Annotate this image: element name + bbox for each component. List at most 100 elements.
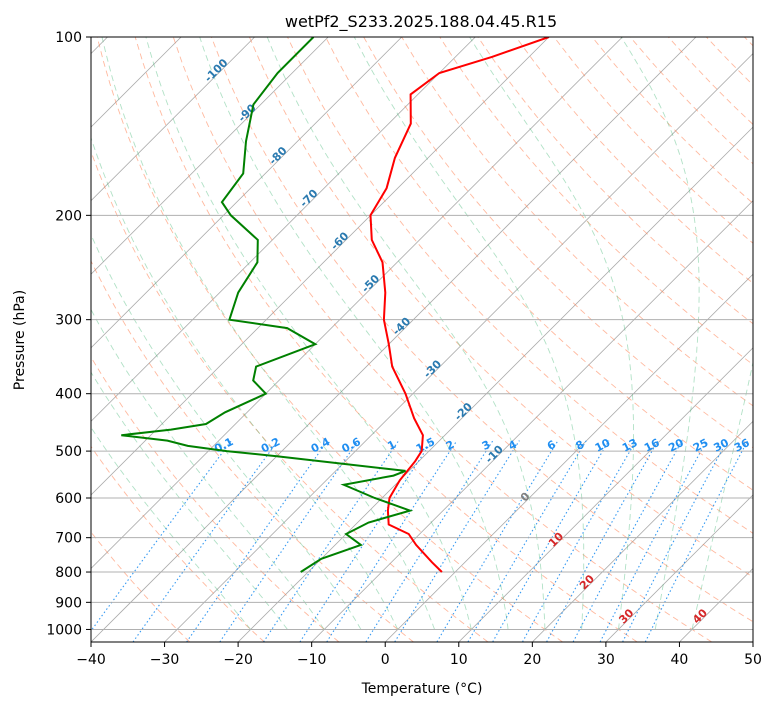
mixing-ratio-line (492, 440, 610, 642)
mixing-ratio-line (644, 440, 749, 642)
moist-adiabat-line (469, 37, 634, 630)
dry-adiabat-label: -70 (297, 187, 320, 210)
x-tick-label: 50 (744, 652, 762, 668)
dry-adiabat-line (210, 37, 753, 623)
isotherm-line (237, 126, 753, 642)
y-tick-label: 1000 (46, 622, 82, 638)
isotherm-line (91, 37, 329, 275)
mixing-ratio-label: 1.5 (414, 435, 437, 455)
dry-adiabat-line (325, 37, 753, 491)
dry-adiabat-label: 40 (690, 606, 710, 626)
y-tick-label: 500 (55, 444, 82, 460)
mixing-ratio-line (599, 440, 708, 642)
dry-adiabat-line (515, 37, 753, 284)
x-axis-label: Temperature (°C) (361, 681, 483, 697)
dry-adiabat-line (91, 445, 265, 642)
dry-adiabat-line (705, 37, 753, 86)
moist-adiabat-line (266, 37, 546, 630)
dry-adiabat-label: -80 (266, 144, 289, 167)
isoline-labels: 0.1 0.2 0.4 0.6 1 1.5 2 3 4 6 8 10 13 16 20 25 30 36-100-… (202, 56, 752, 626)
mixing-ratio-label: 16 (642, 436, 662, 455)
moist-adiabat-line (91, 371, 288, 630)
x-tick-label: −20 (223, 652, 253, 668)
isotherm-line (91, 37, 623, 570)
dry-adiabat-label: 20 (577, 572, 597, 592)
dry-adiabat-line (744, 37, 753, 47)
isotherm-line (384, 273, 753, 642)
x-tick-label: −10 (297, 652, 327, 668)
isotherm-line (605, 494, 753, 642)
mixing-ratio-line (546, 440, 659, 642)
chart-title: wetPf2_S233.2025.188.04.45.R15 (285, 12, 557, 32)
moist-adiabat-line (91, 136, 399, 630)
isotherm-line (679, 567, 753, 642)
isotherm-line (164, 52, 753, 642)
mixing-ratio-label: 30 (711, 436, 731, 455)
isotherm-line (311, 200, 753, 642)
y-tick-label: 300 (55, 313, 82, 329)
y-tick-label: 200 (55, 208, 82, 224)
dry-adiabat-label: -20 (452, 400, 475, 423)
dry-adiabat-line (591, 37, 753, 204)
mixing-ratio-line (365, 440, 494, 642)
x-tick-label: −30 (150, 652, 180, 668)
dry-adiabat-line (91, 259, 414, 642)
dry-adiabat-label: -40 (390, 315, 413, 338)
moist-adiabat-line (199, 37, 509, 630)
moist-adiabat-line (91, 233, 362, 630)
dry-adiabat-label: 30 (616, 606, 636, 626)
isotherm-line (91, 37, 403, 349)
y-tick-label: 700 (55, 531, 82, 547)
dewpoint-profile-line (121, 37, 414, 573)
x-tick-label: −40 (76, 652, 106, 668)
y-tick-label: 100 (55, 30, 82, 46)
dry-adiabat-label: 10 (546, 529, 566, 549)
dry-adiabat-line (553, 37, 753, 244)
moist-adiabat-line (620, 37, 700, 630)
dry-adiabat-line (667, 37, 753, 126)
y-tick-label: 900 (55, 595, 82, 611)
dry-adiabat-line (91, 150, 489, 642)
mixing-ratio-line (572, 440, 683, 642)
y-tick-label: 400 (55, 387, 82, 403)
plot-frame (90, 36, 754, 643)
y-tick-label: 800 (55, 565, 82, 581)
mixing-ratio-line (622, 440, 728, 642)
mixing-ratio-line (436, 440, 559, 642)
temperature-profile-line (369, 37, 550, 573)
mixing-ratio-label: 25 (691, 436, 711, 455)
mixing-ratio-label: 36 (732, 436, 752, 455)
mixing-ratio-label: 10 (593, 436, 613, 455)
moist-adiabat-line (691, 360, 753, 630)
isotherm-line (752, 641, 753, 642)
mixing-ratio-line (91, 440, 232, 632)
mixing-ratio-label: 20 (666, 436, 686, 455)
mixing-ratio-line (522, 440, 637, 642)
x-tick-label: 20 (523, 652, 541, 668)
dry-adiabat-line (91, 531, 191, 642)
dry-adiabat-label: -60 (328, 229, 351, 252)
mixing-ratio-label: 0.6 (340, 435, 364, 456)
dry-adiabat-line (96, 37, 563, 642)
dry-adiabat-line (287, 37, 753, 534)
mixing-ratio-line (467, 440, 587, 642)
series-lines (121, 37, 550, 573)
isotherm-line (532, 420, 753, 642)
moist-adiabat-line (101, 37, 436, 630)
dry-adiabat-label: -90 (236, 101, 259, 124)
mixing-ratio-line (186, 440, 329, 642)
isotherm-line (91, 37, 255, 202)
background-lines (91, 37, 753, 642)
isotherm-line (458, 347, 753, 642)
mixing-ratio-line (326, 440, 458, 642)
y-axis: 1000 900 800 700 600 500 400 300 200 100 (46, 30, 91, 638)
moist-adiabat-line (145, 37, 472, 630)
mixing-ratio-label: 0.4 (309, 435, 333, 456)
moist-adiabat-line (91, 308, 325, 630)
isotherm-line (91, 37, 697, 642)
dry-adiabat-label: -50 (359, 272, 382, 295)
x-tick-label: 0 (381, 652, 390, 668)
dry-adiabat-line (91, 356, 340, 642)
dry-adiabat-line (172, 37, 713, 642)
y-tick-label: 600 (55, 491, 82, 507)
